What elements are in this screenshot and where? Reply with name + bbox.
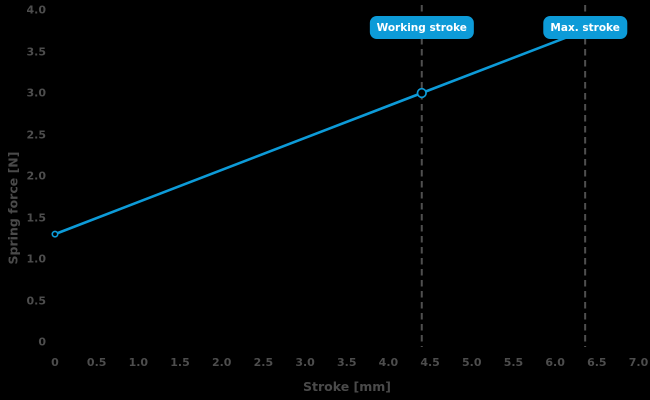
x-tick-label: 0.5 (86, 356, 107, 369)
preload-point-marker (51, 230, 59, 238)
x-tick-label: 5.0 (462, 356, 482, 369)
x-tick-label: 6.5 (587, 356, 607, 369)
y-tick-label: 0.5 (26, 294, 47, 307)
x-tick-label: 1.0 (128, 356, 149, 369)
x-tick-label: 3.0 (295, 356, 315, 369)
y-axis-title: Spring force [N] (5, 151, 21, 265)
x-tick-label: 4.5 (420, 356, 440, 369)
x-tick-label: 1.5 (170, 356, 190, 369)
working-stroke-badge-label: Working stroke (376, 21, 467, 34)
spring-characteristic-line (53, 28, 588, 236)
x-tick-label: 0 (51, 356, 59, 369)
working-stroke-badge: Working stroke (369, 16, 474, 39)
x-tick-label: 5.5 (503, 356, 524, 369)
max-stroke-badge: Max. stroke (543, 16, 627, 39)
y-tick-label: 1.0 (26, 252, 47, 266)
x-axis-title: Stroke [mm] (302, 379, 391, 394)
x-tick-label: 6.0 (545, 356, 565, 369)
x-tick-label: 2.5 (253, 356, 274, 369)
y-tick-label: 3.5 (26, 45, 47, 58)
x-tick-label: 4.0 (378, 356, 399, 369)
y-tick-label: 4.0 (26, 3, 47, 17)
y-tick-label: 1.5 (26, 211, 47, 224)
y-tick-label: 3.0 (26, 86, 47, 100)
y-tick-label: 2.5 (26, 128, 47, 141)
max-stroke-badge-label: Max. stroke (550, 21, 620, 34)
x-tick-label: 2.0 (211, 356, 232, 369)
y-tick-label: 2.0 (26, 169, 47, 183)
x-tick-label: 3.5 (337, 356, 357, 369)
y-tick-label: 0 (38, 335, 46, 349)
working-point-marker (416, 87, 427, 99)
x-tick-label: 7.0 (628, 356, 649, 369)
